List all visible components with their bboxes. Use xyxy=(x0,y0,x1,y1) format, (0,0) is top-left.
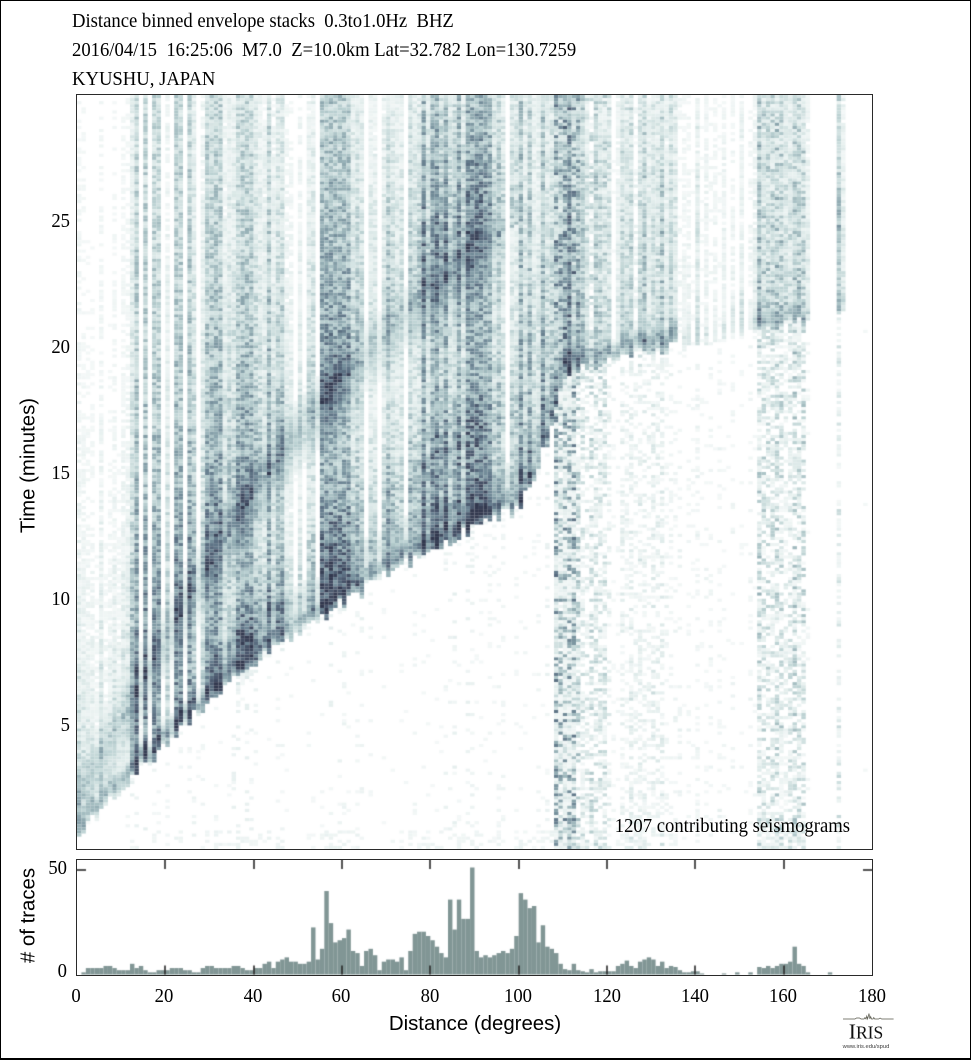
svg-text:www.iris.edu/spud: www.iris.edu/spud xyxy=(842,1044,890,1050)
svg-text:IRIS: IRIS xyxy=(849,1020,883,1044)
